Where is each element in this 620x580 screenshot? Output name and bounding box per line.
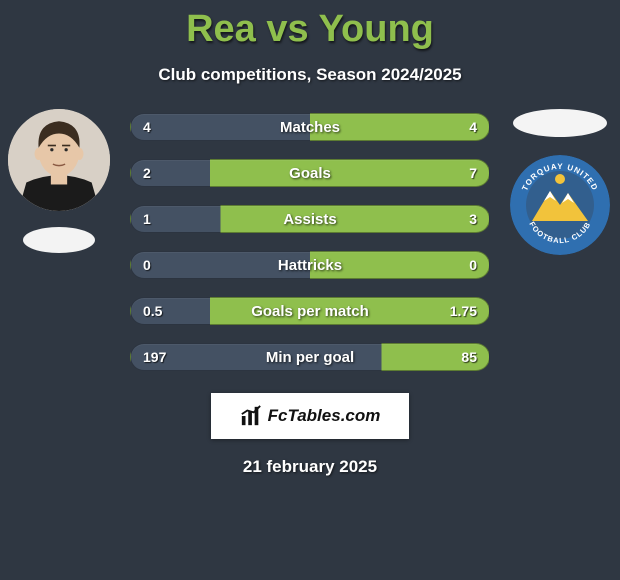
stat-right-value: 3: [469, 211, 477, 227]
stat-right-value: 7: [469, 165, 477, 181]
stat-right-value: 0: [469, 257, 477, 273]
stat-label: Min per goal: [131, 349, 489, 366]
stat-row: 1Assists3: [130, 205, 490, 233]
stat-row: 0Hattricks0: [130, 251, 490, 279]
stat-label: Assists: [131, 211, 489, 228]
club-badge-svg: TORQUAY UNITED FOOTBALL CLUB: [510, 155, 610, 255]
comparison-bars: 4Matches42Goals71Assists30Hattricks00.5G…: [130, 109, 490, 371]
stat-label: Matches: [131, 119, 489, 136]
stat-label: Goals per match: [131, 303, 489, 320]
stat-right-value: 4: [469, 119, 477, 135]
stat-label: Goals: [131, 165, 489, 182]
stat-label: Hattricks: [131, 257, 489, 274]
stat-left-value: 1: [143, 211, 151, 227]
stat-left-value: 2: [143, 165, 151, 181]
stat-left-value: 0.5: [143, 303, 162, 319]
footer-date: 21 february 2025: [0, 457, 620, 477]
stat-right-value: 85: [461, 349, 477, 365]
stat-row: 197Min per goal85: [130, 343, 490, 371]
stat-row: 0.5Goals per match1.75: [130, 297, 490, 325]
avatar-illustration: [8, 109, 110, 211]
left-flag-placeholder: [23, 227, 95, 253]
subtitle: Club competitions, Season 2024/2025: [0, 65, 620, 85]
left-player-avatar: [8, 109, 110, 211]
stat-row: 2Goals7: [130, 159, 490, 187]
footer-brand-text: FcTables.com: [268, 406, 381, 426]
footer-brand: FcTables.com: [211, 393, 409, 439]
left-player-column: [8, 109, 110, 253]
stat-left-value: 4: [143, 119, 151, 135]
stat-right-value: 1.75: [450, 303, 477, 319]
page-title: Rea vs Young: [0, 0, 620, 51]
stat-row: 4Matches4: [130, 113, 490, 141]
right-flag-placeholder: [513, 109, 607, 137]
stat-left-value: 0: [143, 257, 151, 273]
right-club-badge: TORQUAY UNITED FOOTBALL CLUB: [510, 155, 610, 255]
right-player-column: TORQUAY UNITED FOOTBALL CLUB: [510, 109, 610, 255]
chart-icon: [240, 405, 262, 427]
comparison-panel: TORQUAY UNITED FOOTBALL CLUB 4Matches42G…: [0, 109, 620, 371]
stat-left-value: 197: [143, 349, 166, 365]
